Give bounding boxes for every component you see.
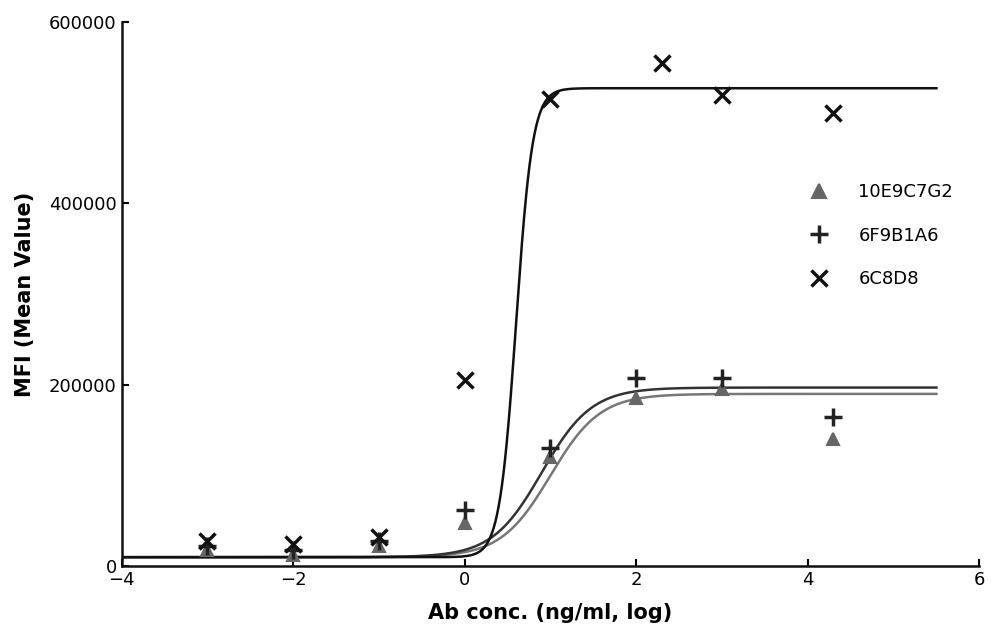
Y-axis label: MFI (Mean Value): MFI (Mean Value) [15,191,35,397]
X-axis label: Ab conc. (ng/ml, log): Ab conc. (ng/ml, log) [428,603,673,623]
Legend: 10E9C7G2, 6F9B1A6, 6C8D8: 10E9C7G2, 6F9B1A6, 6C8D8 [801,183,953,288]
